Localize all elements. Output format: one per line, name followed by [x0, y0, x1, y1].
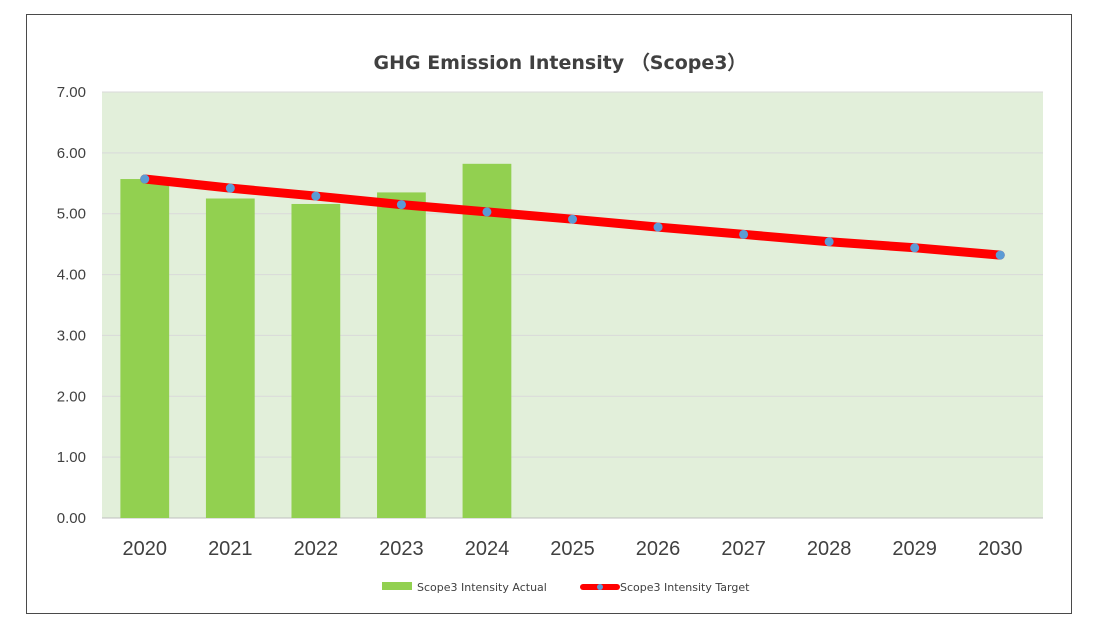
y-tick-label: 1.00	[57, 449, 86, 466]
target-point-2029	[910, 243, 920, 253]
y-tick-label: 2.00	[57, 388, 86, 405]
target-point-2022	[311, 191, 321, 201]
legend-marker-target	[597, 584, 603, 590]
target-point-2028	[824, 237, 834, 247]
target-point-2030	[995, 250, 1005, 260]
target-point-2021	[225, 183, 235, 193]
legend-swatch-actual	[382, 582, 412, 590]
bar-2022	[291, 203, 341, 518]
y-tick-label: 4.00	[57, 267, 86, 284]
chart-title: GHG Emission Intensity （Scope3）	[373, 51, 746, 74]
chart-svg: GHG Emission Intensity （Scope3） 0.00 1.00…	[57, 51, 1043, 594]
y-tick-label: 5.00	[57, 206, 86, 223]
x-tick-label: 2022	[294, 538, 339, 560]
y-tick-label: 6.00	[57, 145, 86, 162]
bar-2020	[120, 179, 170, 519]
plot-background	[102, 92, 1043, 518]
x-tick-label: 2021	[208, 538, 253, 560]
x-tick-label: 2024	[465, 538, 510, 560]
x-tick-label: 2020	[123, 538, 168, 560]
x-tick-label: 2026	[636, 538, 681, 560]
x-tick-label: 2025	[550, 538, 595, 560]
plot-area: 0.00 1.00 2.00 3.00 4.00 5.00 6.00 7.00 2020 2021…	[57, 84, 1043, 560]
legend-label-target: Scope3 Intensity Target	[620, 581, 750, 594]
bar-2023	[377, 192, 426, 518]
target-point-2026	[653, 222, 663, 232]
x-tick-label: 2023	[379, 538, 424, 560]
y-tick-label: 0.00	[57, 510, 86, 527]
x-tick-label: 2027	[721, 538, 766, 560]
bar-2021	[205, 198, 255, 518]
chart-frame: GHG Emission Intensity （Scope3） 0.00 1.00…	[26, 14, 1072, 614]
y-tick-label: 3.00	[57, 327, 86, 344]
target-point-2025	[568, 214, 577, 224]
legend: Scope3 Intensity Actual Scope3 Intensity …	[382, 581, 750, 594]
target-point-2020	[140, 174, 150, 184]
legend-label-actual: Scope3 Intensity Actual	[417, 581, 547, 594]
target-point-2024	[482, 207, 492, 217]
x-tick-label: 2028	[807, 538, 852, 560]
y-tick-label: 7.00	[57, 84, 86, 101]
target-point-2027	[739, 229, 749, 239]
x-tick-label: 2030	[978, 538, 1023, 560]
bar-2024	[462, 163, 512, 518]
target-point-2023	[396, 200, 406, 210]
x-tick-label: 2029	[892, 538, 937, 560]
